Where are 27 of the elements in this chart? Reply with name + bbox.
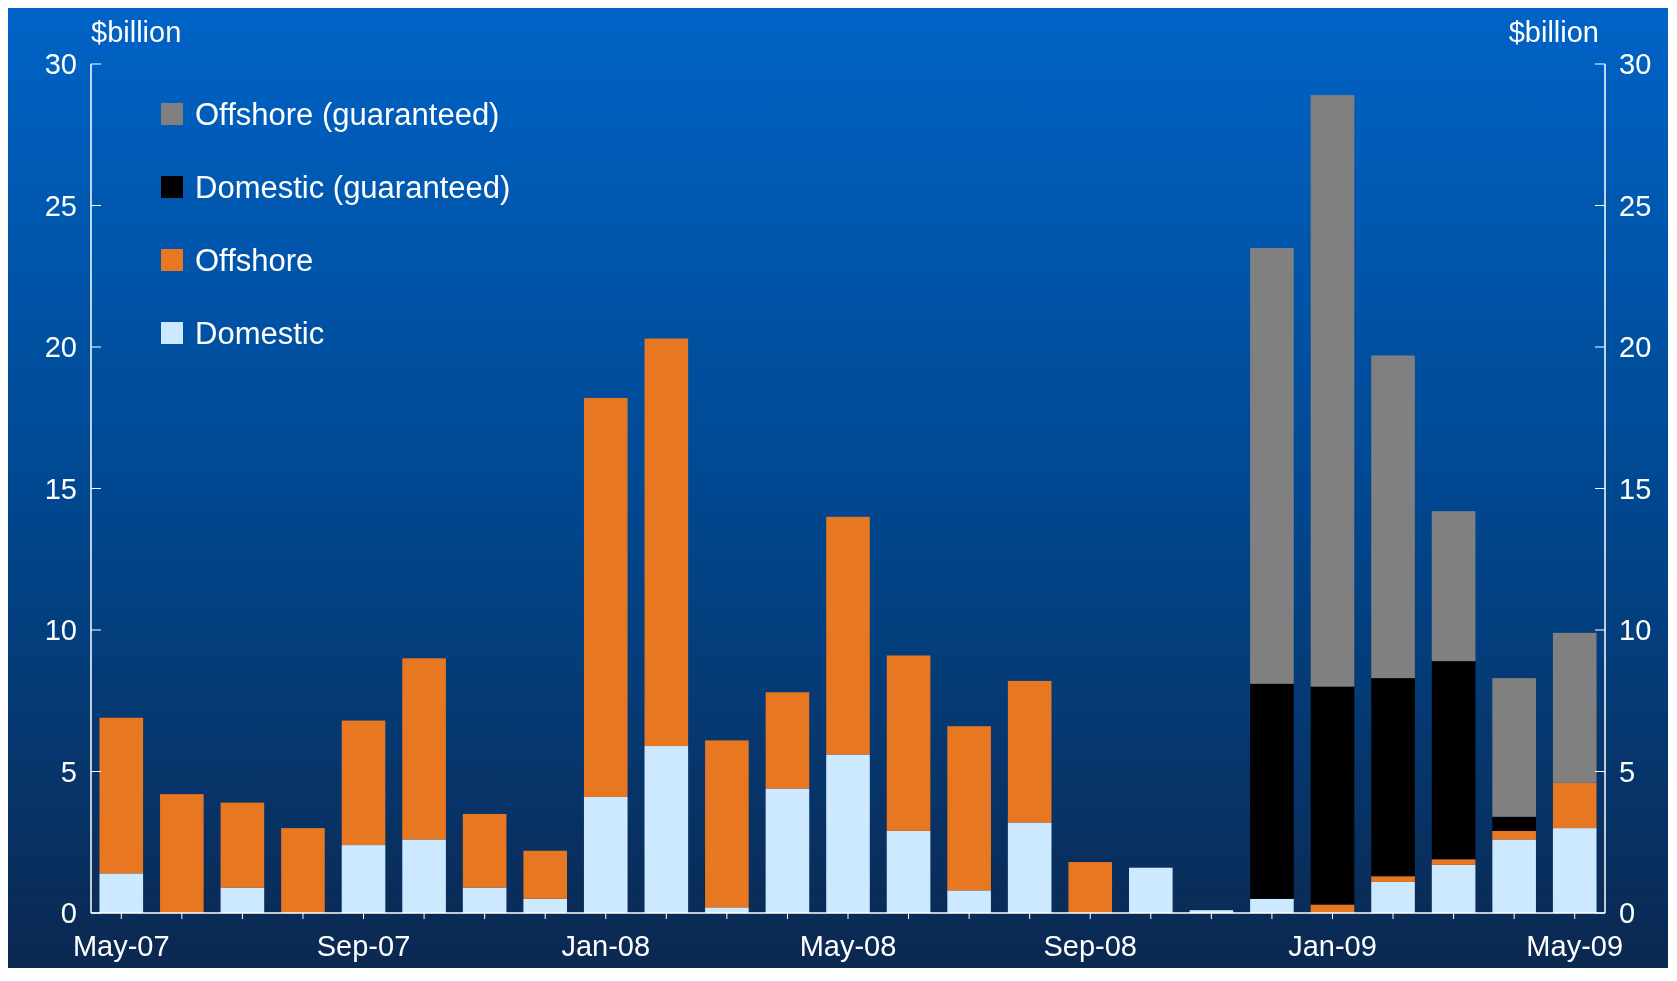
- y2-tick-label: 15: [1619, 472, 1652, 505]
- y2-tick-label: 30: [1619, 48, 1652, 81]
- y2-tick-label: 25: [1619, 189, 1652, 222]
- y2-tick-label: 0: [1619, 897, 1636, 930]
- y2-tick-label: 10: [1619, 614, 1652, 647]
- y-tick-label: 10: [44, 614, 77, 647]
- y-tick-label: 20: [44, 331, 77, 364]
- x-tick-label: Jan-09: [1288, 930, 1377, 962]
- legend-label: Domestic (guaranteed): [195, 169, 511, 205]
- legend-label: Domestic: [195, 315, 325, 351]
- x-tick-label: May-08: [799, 930, 897, 962]
- y-tick-label: 15: [44, 472, 77, 505]
- x-tick-label: May-07: [72, 930, 170, 962]
- legend-label: Offshore: [195, 242, 314, 278]
- y2-tick-label: 20: [1619, 331, 1652, 364]
- y-tick-label: 5: [60, 755, 77, 788]
- y-tick-label: 30: [44, 48, 77, 81]
- legend-label: Offshore (guaranteed): [195, 96, 500, 132]
- x-tick-label: Jan-08: [561, 930, 651, 962]
- x-tick-label: Sep-08: [1043, 930, 1137, 962]
- y2-tick-label: 5: [1619, 755, 1636, 788]
- y-axis-title: $billion: [91, 16, 182, 48]
- y-tick-label: 25: [44, 189, 77, 222]
- y2-axis-title: $billion: [1508, 16, 1599, 48]
- x-tick-label: Sep-07: [316, 930, 411, 962]
- x-tick-label: May-09: [1526, 930, 1624, 962]
- y-tick-label: 0: [60, 897, 77, 930]
